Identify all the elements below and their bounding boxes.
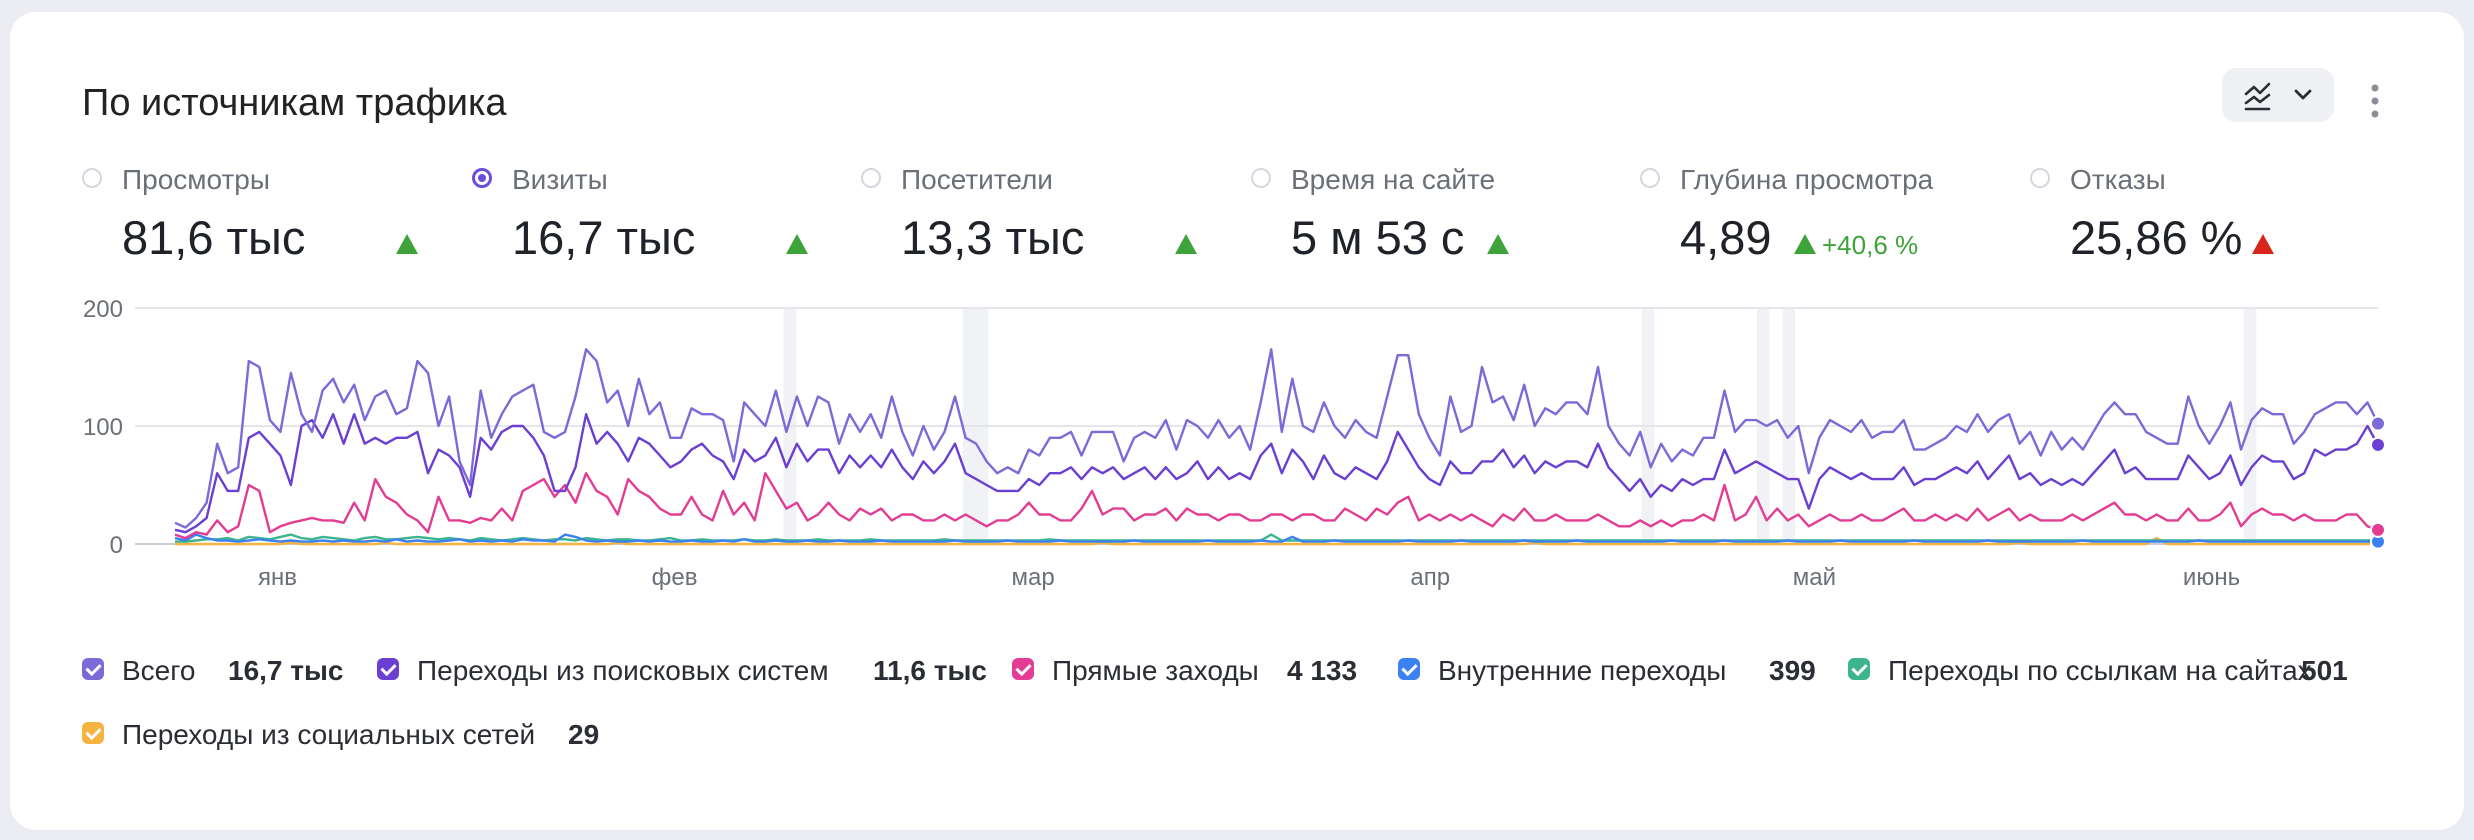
x-tick-label: апр bbox=[1410, 564, 1450, 591]
series-line-social bbox=[175, 536, 2379, 546]
y-tick-label: 0 bbox=[110, 532, 123, 559]
legend-checkbox[interactable] bbox=[377, 658, 399, 680]
series-line-search bbox=[174, 413, 2380, 534]
series-line-direct bbox=[174, 472, 2379, 540]
metric-radio[interactable] bbox=[2030, 168, 2050, 188]
more-vertical-icon[interactable] bbox=[2364, 82, 2386, 124]
legend-checkbox[interactable] bbox=[1398, 658, 1420, 680]
series-endpoint-total bbox=[2370, 415, 2386, 432]
metric-label: Отказы bbox=[2070, 164, 2166, 195]
y-tick-label: 200 bbox=[83, 296, 123, 323]
series-line-internal bbox=[174, 533, 2378, 543]
metric-value: 16,7 тыс bbox=[512, 211, 696, 264]
metric-value: 25,86 % bbox=[2070, 211, 2243, 264]
trend-up-bad-icon bbox=[2252, 234, 2274, 254]
legend-value: 16,7 тыс bbox=[228, 655, 344, 686]
series-endpoint-search bbox=[2370, 436, 2386, 453]
trend-up-icon bbox=[1794, 234, 1816, 254]
legend-value: 4 133 bbox=[1287, 655, 1358, 686]
metric-value: 5 м 53 с bbox=[1291, 211, 1465, 264]
metric-delta: +40,6 % bbox=[1822, 230, 1919, 260]
legend-checkbox[interactable] bbox=[82, 658, 104, 680]
metric-value: 81,6 тыс bbox=[122, 211, 306, 264]
x-tick-label: фев bbox=[652, 564, 698, 591]
trend-up-icon bbox=[1487, 234, 1509, 254]
metric-value: 13,3 тыс bbox=[901, 211, 1085, 264]
metric-label: Просмотры bbox=[122, 164, 270, 195]
series-line-total bbox=[174, 348, 2380, 529]
widget-title: По источникам трафика bbox=[82, 82, 507, 124]
metric-radio[interactable] bbox=[861, 168, 881, 188]
y-tick-label: 100 bbox=[83, 414, 123, 441]
legend-checkbox[interactable] bbox=[82, 722, 104, 744]
legend-label: Прямые заходы bbox=[1052, 655, 1259, 686]
legend-label: Внутренние переходы bbox=[1438, 655, 1727, 686]
x-tick-label: янв bbox=[258, 564, 297, 591]
legend-label: Переходы из социальных сетей bbox=[122, 719, 536, 750]
chevron-down-icon bbox=[2294, 89, 2312, 100]
trend-up-icon bbox=[786, 234, 808, 254]
metric-label: Посетители bbox=[901, 164, 1053, 195]
legend-label: Переходы из поисковых систем bbox=[417, 655, 829, 686]
legend-checkbox[interactable] bbox=[1848, 658, 1870, 680]
legend-value: 501 bbox=[2301, 655, 2348, 686]
x-tick-label: май bbox=[1793, 564, 1836, 591]
metric-label: Визиты bbox=[512, 164, 608, 195]
metric-radio[interactable] bbox=[1640, 168, 1660, 188]
legend-value: 29 bbox=[568, 719, 600, 750]
metric-value: 4,89 bbox=[1680, 211, 1772, 264]
metric-label: Время на сайте bbox=[1291, 164, 1496, 195]
legend-label: Всего bbox=[122, 655, 196, 686]
metric-label: Глубина просмотра bbox=[1680, 164, 1934, 195]
legend-label: Переходы по ссылкам на сайтах bbox=[1888, 655, 2312, 686]
traffic-line-chart: 0 100 200 янв фев мар апр май июнь bbox=[83, 296, 2386, 591]
chart-view-selector[interactable] bbox=[2222, 68, 2334, 122]
trend-up-icon bbox=[396, 234, 418, 254]
legend-value: 399 bbox=[1769, 655, 1816, 686]
chart-lines-icon bbox=[2244, 82, 2271, 111]
metric-radio[interactable] bbox=[1251, 168, 1271, 188]
legend-checkbox[interactable] bbox=[1012, 658, 1034, 680]
metric-radio[interactable] bbox=[472, 168, 492, 188]
x-tick-label: июнь bbox=[2183, 564, 2240, 591]
x-tick-label: мар bbox=[1012, 564, 1055, 591]
traffic-sources-widget: По источникам трафика Просмотры 81,6 тыс… bbox=[10, 12, 2464, 830]
series-endpoint-direct bbox=[2370, 521, 2386, 538]
legend-value: 11,6 тыс bbox=[873, 655, 987, 686]
trend-up-icon bbox=[1175, 234, 1197, 254]
metric-radio[interactable] bbox=[82, 168, 102, 188]
